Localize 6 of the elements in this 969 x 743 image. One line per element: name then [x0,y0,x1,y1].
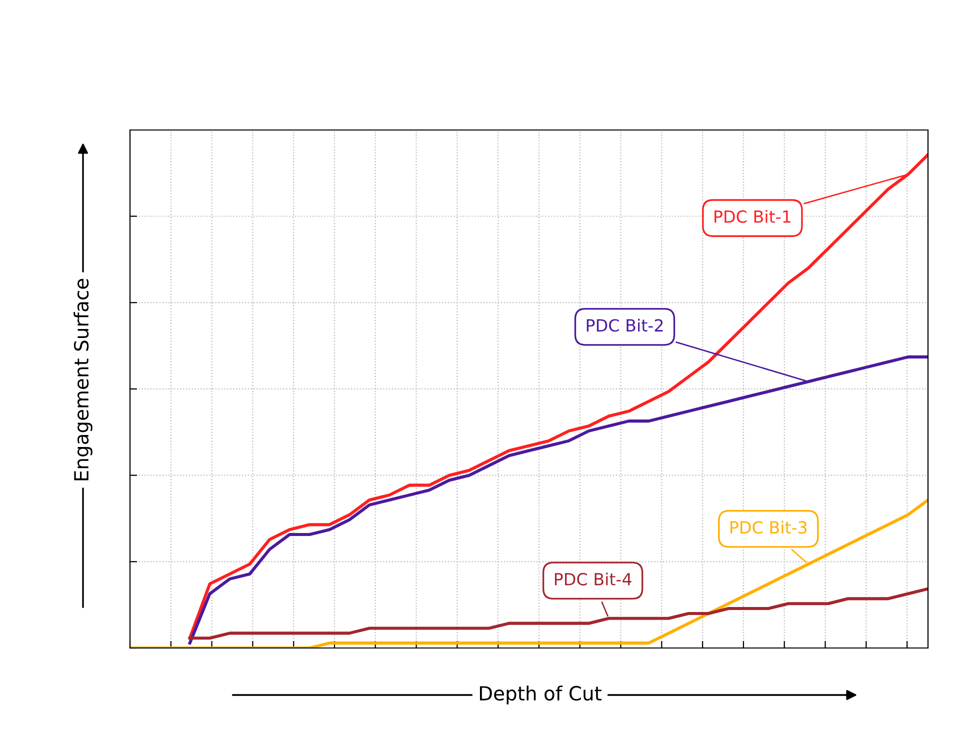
x-axis-title: Depth of Cut [480,686,602,704]
text: PDC Bit-2 [586,318,663,332]
series-label: PDC Bit-3 [730,520,807,534]
series-label: PDC Bit-4 [554,572,632,586]
y-axis-title: Engagement Surface [74,278,92,480]
text: PDC Bit-1 [714,210,790,223]
